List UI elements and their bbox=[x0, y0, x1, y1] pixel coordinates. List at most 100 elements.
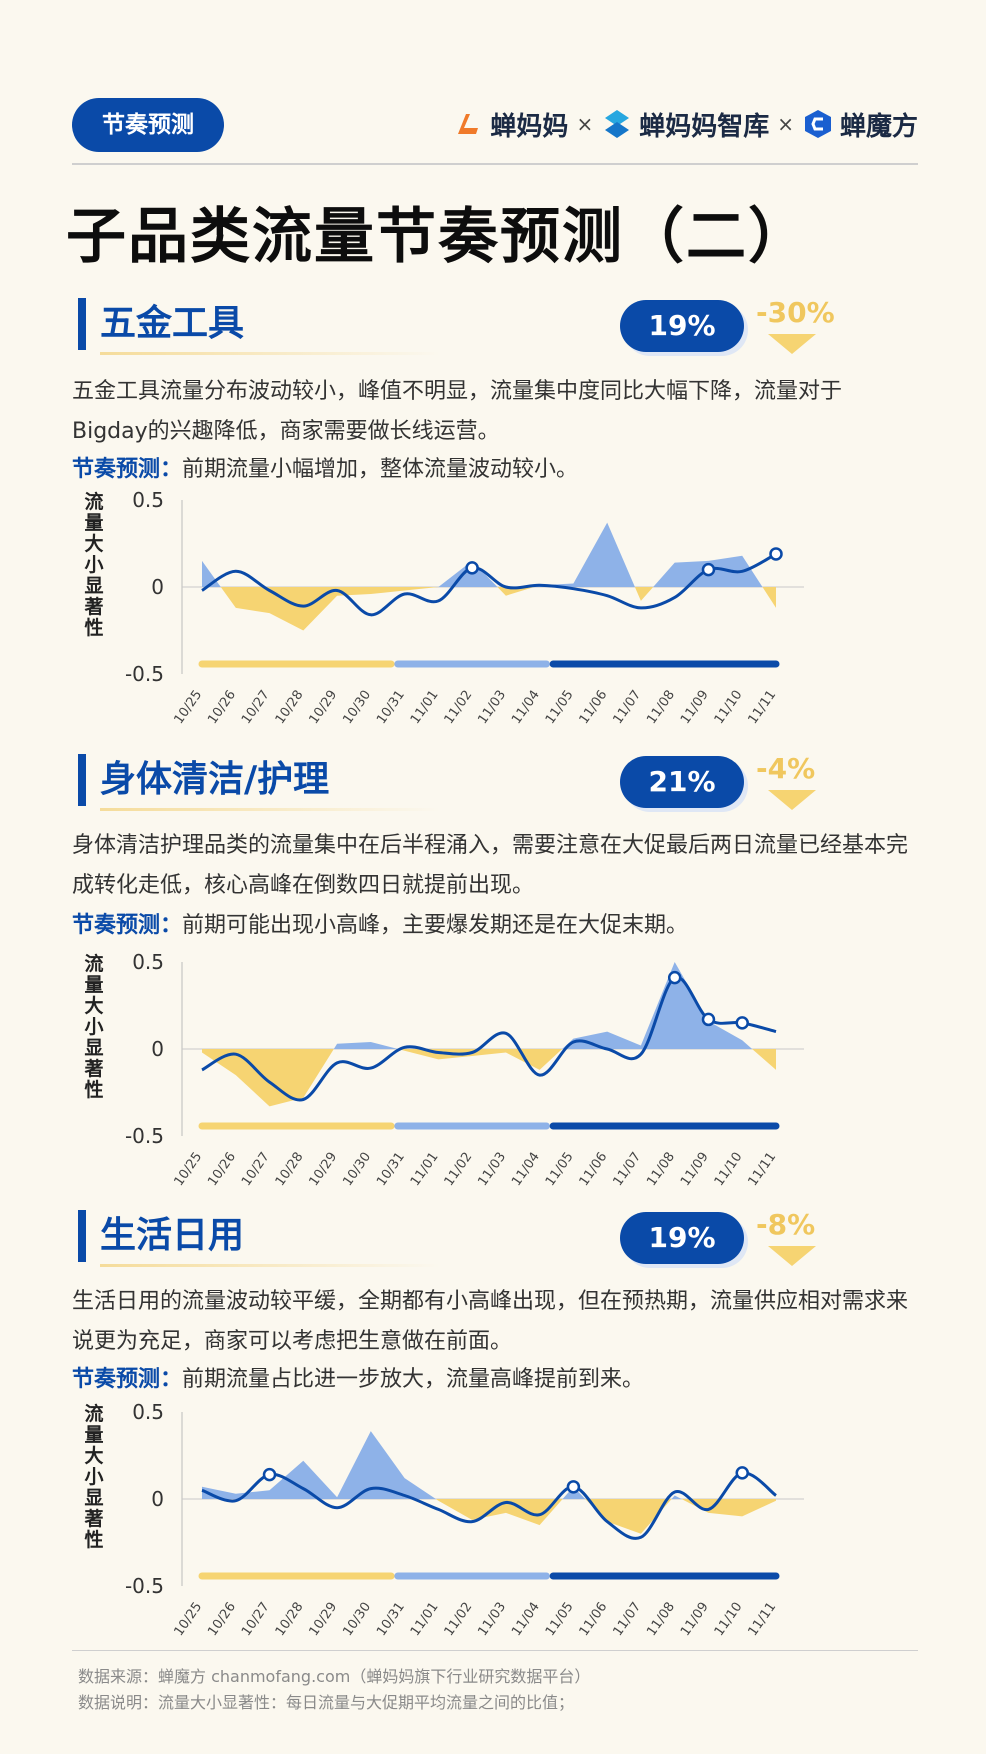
y-tick-label: 0.5 bbox=[132, 488, 164, 512]
x-tick-label: 10/28 bbox=[273, 688, 307, 727]
section-marker bbox=[78, 298, 86, 350]
footer-source: 数据来源：蝉魔方 chanmofang.com（蝉妈妈旗下行业研究数据平台） bbox=[78, 1667, 591, 1686]
page-title: 子品类流量节奏预测（二） bbox=[66, 202, 810, 272]
negative-area bbox=[202, 587, 776, 631]
x-tick-label: 11/11 bbox=[745, 688, 779, 727]
section-underline bbox=[100, 1264, 440, 1267]
chart-svg: 流量大小显著性 0.5 0 -0.5 10/25 10/26 10/27 10/28 10/29… bbox=[84, 1400, 804, 1639]
brand-chanmama: 蝉妈妈 bbox=[452, 106, 568, 143]
x-tick-label: 10/25 bbox=[171, 1600, 205, 1639]
x-tick-label: 11/04 bbox=[509, 688, 543, 727]
x-tick-label: 10/30 bbox=[340, 1150, 374, 1189]
x-tick-label: 10/31 bbox=[374, 1150, 408, 1189]
x-tick-label: 11/03 bbox=[475, 688, 509, 727]
line-marker bbox=[566, 1480, 581, 1494]
x-tick-label: 10/30 bbox=[340, 1600, 374, 1639]
y-tick-label: 0 bbox=[151, 1037, 164, 1061]
down-arrow-icon bbox=[768, 790, 816, 810]
x-tick-label: 10/27 bbox=[239, 1150, 273, 1189]
y-axis-label: 流量大小显著性 bbox=[84, 490, 103, 639]
x-tick-label: 11/03 bbox=[475, 1600, 509, 1639]
brand-logos: 蝉妈妈 × 蝉妈妈智库 × 蝉魔方 bbox=[452, 102, 918, 146]
rhythm-text: 前期流量小幅增加，整体流量波动较小。 bbox=[182, 457, 579, 482]
change-value: -30% bbox=[756, 296, 835, 329]
x-tick-label: 11/02 bbox=[442, 1150, 476, 1189]
x-tick-label: 11/11 bbox=[745, 1150, 779, 1189]
x-tick-label: 11/06 bbox=[577, 688, 611, 727]
brand-chanmama-label: 蝉妈妈 bbox=[490, 111, 569, 142]
chanmama-zhiku-logo-icon bbox=[605, 110, 630, 138]
line-marker bbox=[735, 1466, 749, 1480]
line-marker bbox=[465, 561, 479, 575]
chart-svg: 流量大小显著性 0.5 0 -0.5 10/25 10/26 10/27 10/28 10/29… bbox=[84, 488, 804, 727]
y-tick-label: 0 bbox=[151, 575, 164, 599]
negative-area bbox=[202, 1049, 776, 1107]
section-marker bbox=[78, 1210, 86, 1262]
share-badge: 19% bbox=[620, 300, 744, 352]
x-tick-label: 11/04 bbox=[509, 1600, 543, 1639]
x-tick-label: 10/31 bbox=[374, 1600, 408, 1639]
rhythm-label: 节奏预测： bbox=[72, 457, 183, 482]
x-tick-label: 11/07 bbox=[610, 688, 644, 727]
x-tick-label: 10/25 bbox=[171, 688, 205, 727]
x-tick-label: 11/07 bbox=[610, 1150, 644, 1189]
section-title: 身体清洁/护理 bbox=[100, 759, 330, 800]
x-tick-label: 11/09 bbox=[678, 1150, 712, 1189]
y-axis-label: 流量大小显著性 bbox=[84, 952, 103, 1101]
x-tick-label: 11/10 bbox=[712, 1600, 746, 1639]
line-marker bbox=[667, 970, 682, 985]
rhythm-text: 前期流量占比进一步放大，流量高峰提前到来。 bbox=[182, 1367, 645, 1392]
down-arrow-icon bbox=[768, 334, 816, 354]
rhythm-label: 节奏预测： bbox=[72, 1367, 183, 1392]
rhythm-text: 前期可能出现小高峰，主要爆发期还是在大促末期。 bbox=[182, 913, 689, 938]
x-tick-label: 11/10 bbox=[712, 688, 746, 727]
x-tick-label: 10/28 bbox=[273, 1600, 307, 1639]
brand-chanmama-zhiku-label: 蝉妈妈智库 bbox=[639, 111, 770, 142]
x-tick-label: 11/06 bbox=[577, 1150, 611, 1189]
trend-line bbox=[201, 552, 777, 617]
brand-chanmama-zhiku: 蝉妈妈智库 bbox=[601, 106, 769, 143]
y-tick-label: 0.5 bbox=[132, 950, 164, 974]
y-tick-label: -0.5 bbox=[125, 1124, 164, 1148]
x-tick-label: 10/28 bbox=[273, 1150, 307, 1189]
y-tick-label: 0.5 bbox=[132, 1400, 164, 1424]
rhythm-label: 节奏预测： bbox=[72, 913, 183, 938]
x-tick-label: 11/11 bbox=[745, 1600, 779, 1639]
x-tick-label: 11/09 bbox=[678, 1600, 712, 1639]
share-badge: 19% bbox=[620, 1212, 744, 1264]
x-tick-label: 11/01 bbox=[408, 1150, 442, 1189]
x-tick-label: 10/27 bbox=[239, 1600, 273, 1639]
x-tick-label: 11/05 bbox=[543, 1150, 577, 1189]
down-arrow-icon bbox=[768, 1246, 816, 1266]
chart-body-care: 流量大小显著性 0.5 0 -0.5 10/25 10/26 10/27 10/28 10/29… bbox=[60, 950, 840, 1190]
x-tick-label: 10/29 bbox=[307, 688, 341, 727]
positive-area bbox=[202, 522, 776, 587]
line-marker bbox=[735, 1016, 749, 1030]
x-tick-label: 11/07 bbox=[610, 1600, 644, 1639]
brand-separator: × bbox=[576, 112, 594, 136]
section-description: 五金工具流量分布波动较小，峰值不明显，流量集中度同比大幅下降，流量对于Bigda… bbox=[72, 379, 843, 444]
x-tick-label: 11/01 bbox=[408, 688, 442, 727]
brand-chanmofang-label: 蝉魔方 bbox=[839, 111, 918, 142]
footer-divider bbox=[72, 1650, 918, 1651]
x-tick-label: 10/26 bbox=[205, 688, 239, 727]
change-value: -8% bbox=[756, 1208, 816, 1241]
y-tick-label: 0 bbox=[151, 1487, 164, 1511]
x-tick-label: 10/31 bbox=[374, 688, 408, 727]
x-tick-label: 10/26 bbox=[205, 1150, 239, 1189]
x-tick-label: 11/06 bbox=[577, 1600, 611, 1639]
rhythm-forecast: 节奏预测：前期流量占比进一步放大，流量高峰提前到来。 bbox=[72, 1362, 912, 1398]
x-tick-label: 11/08 bbox=[644, 1150, 678, 1189]
x-tick-label: 10/25 bbox=[171, 1150, 205, 1189]
x-tick-label: 11/05 bbox=[543, 1600, 577, 1639]
trend-line bbox=[201, 1471, 777, 1540]
y-axis-label: 流量大小显著性 bbox=[84, 1402, 103, 1551]
line-marker bbox=[701, 1012, 716, 1027]
chart-hardware-tools: 流量大小显著性 0.5 0 -0.5 10/25 10/26 10/27 10/28 10/29… bbox=[60, 488, 840, 728]
section-title: 五金工具 bbox=[100, 303, 245, 344]
section-marker bbox=[78, 754, 86, 806]
section-description: 身体清洁护理品类的流量集中在后半程涌入，需要注意在大促最后两日流量已经基本完成转… bbox=[72, 833, 909, 898]
x-tick-label: 11/01 bbox=[408, 1600, 442, 1639]
footer-note: 数据说明：流量大小显著性：每日流量与大促期平均流量之间的比值； bbox=[78, 1693, 575, 1712]
top-divider bbox=[72, 163, 918, 165]
